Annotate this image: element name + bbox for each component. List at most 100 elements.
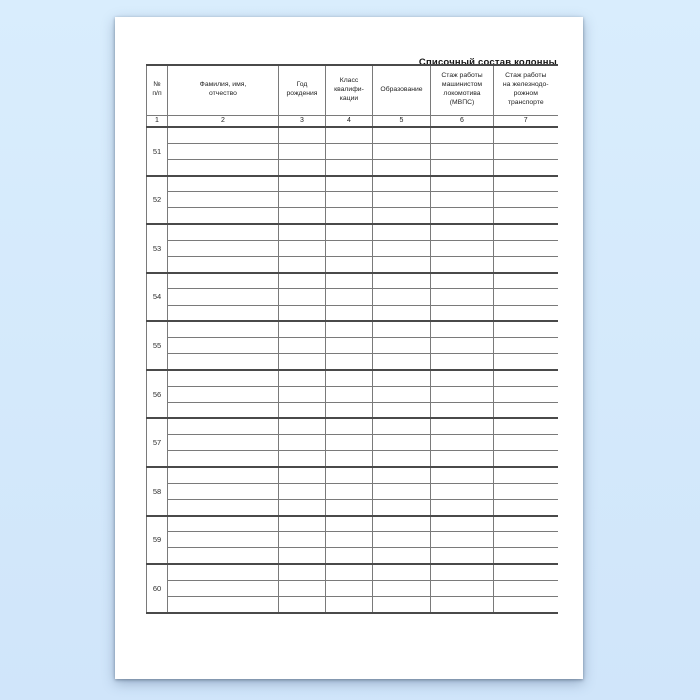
entry-cell[interactable] [278,369,326,387]
entry-cell[interactable] [167,596,279,614]
entry-cell[interactable] [430,386,494,403]
entry-cell[interactable] [430,143,494,160]
entry-cell[interactable] [325,159,373,177]
entry-cell[interactable] [167,531,279,549]
entry-cell[interactable] [167,564,279,581]
entry-cell[interactable] [430,369,494,387]
entry-cell[interactable] [430,224,494,241]
entry-cell[interactable] [325,143,373,160]
entry-cell[interactable] [493,272,558,290]
entry-cell[interactable] [167,224,279,241]
entry-cell[interactable] [493,191,558,209]
entry-cell[interactable] [430,353,494,371]
entry-cell[interactable] [430,207,494,226]
entry-cell[interactable] [167,466,279,484]
entry-cell[interactable] [278,515,326,533]
entry-cell[interactable] [430,256,494,274]
entry-cell[interactable] [493,483,558,500]
entry-cell[interactable] [167,305,279,323]
entry-cell[interactable] [430,240,494,258]
entry-cell[interactable] [278,240,326,258]
entry-cell[interactable] [493,547,558,566]
entry-cell[interactable] [325,483,373,500]
entry-cell[interactable] [278,207,326,226]
entry-cell[interactable] [167,369,279,387]
entry-cell[interactable] [372,466,431,484]
entry-cell[interactable] [325,580,373,597]
entry-cell[interactable] [325,547,373,566]
entry-cell[interactable] [167,547,279,566]
entry-cell[interactable] [372,353,431,371]
entry-cell[interactable] [372,580,431,597]
entry-cell[interactable] [372,483,431,500]
entry-cell[interactable] [278,547,326,566]
entry-cell[interactable] [167,386,279,403]
entry-cell[interactable] [325,515,373,533]
entry-cell[interactable] [430,499,494,517]
entry-cell[interactable] [325,191,373,209]
entry-cell[interactable] [430,515,494,533]
entry-cell[interactable] [430,159,494,177]
entry-cell[interactable] [372,207,431,226]
entry-cell[interactable] [278,143,326,160]
entry-cell[interactable] [325,207,373,226]
entry-cell[interactable] [278,483,326,500]
entry-cell[interactable] [167,483,279,500]
entry-cell[interactable] [372,547,431,566]
entry-cell[interactable] [167,256,279,274]
entry-cell[interactable] [372,531,431,549]
entry-cell[interactable] [325,321,373,338]
entry-cell[interactable] [493,531,558,549]
entry-cell[interactable] [372,450,431,468]
entry-cell[interactable] [430,434,494,452]
entry-cell[interactable] [430,580,494,597]
entry-cell[interactable] [493,224,558,241]
entry-cell[interactable] [325,450,373,468]
entry-cell[interactable] [278,127,326,144]
entry-cell[interactable] [278,596,326,614]
entry-cell[interactable] [493,596,558,614]
entry-cell[interactable] [430,175,494,193]
entry-cell[interactable] [278,175,326,193]
entry-cell[interactable] [493,337,558,355]
entry-cell[interactable] [278,386,326,403]
entry-cell[interactable] [278,272,326,290]
entry-cell[interactable] [167,450,279,468]
entry-cell[interactable] [325,418,373,436]
entry-cell[interactable] [167,288,279,306]
entry-cell[interactable] [278,580,326,597]
entry-cell[interactable] [167,207,279,226]
entry-cell[interactable] [372,191,431,209]
entry-cell[interactable] [167,337,279,355]
entry-cell[interactable] [493,256,558,274]
entry-cell[interactable] [325,272,373,290]
entry-cell[interactable] [372,240,431,258]
entry-cell[interactable] [325,369,373,387]
entry-cell[interactable] [493,466,558,484]
entry-cell[interactable] [325,337,373,355]
entry-cell[interactable] [167,159,279,177]
entry-cell[interactable] [325,386,373,403]
entry-cell[interactable] [325,288,373,306]
entry-cell[interactable] [372,434,431,452]
entry-cell[interactable] [278,191,326,209]
entry-cell[interactable] [167,272,279,290]
entry-cell[interactable] [325,175,373,193]
entry-cell[interactable] [372,402,431,420]
entry-cell[interactable] [167,353,279,371]
entry-cell[interactable] [325,531,373,549]
entry-cell[interactable] [278,224,326,241]
entry-cell[interactable] [372,305,431,323]
entry-cell[interactable] [325,402,373,420]
entry-cell[interactable] [493,402,558,420]
entry-cell[interactable] [325,256,373,274]
entry-cell[interactable] [372,386,431,403]
entry-cell[interactable] [372,321,431,338]
entry-cell[interactable] [430,418,494,436]
entry-cell[interactable] [430,288,494,306]
entry-cell[interactable] [325,353,373,371]
entry-cell[interactable] [372,418,431,436]
entry-cell[interactable] [325,499,373,517]
entry-cell[interactable] [278,466,326,484]
entry-cell[interactable] [430,564,494,581]
